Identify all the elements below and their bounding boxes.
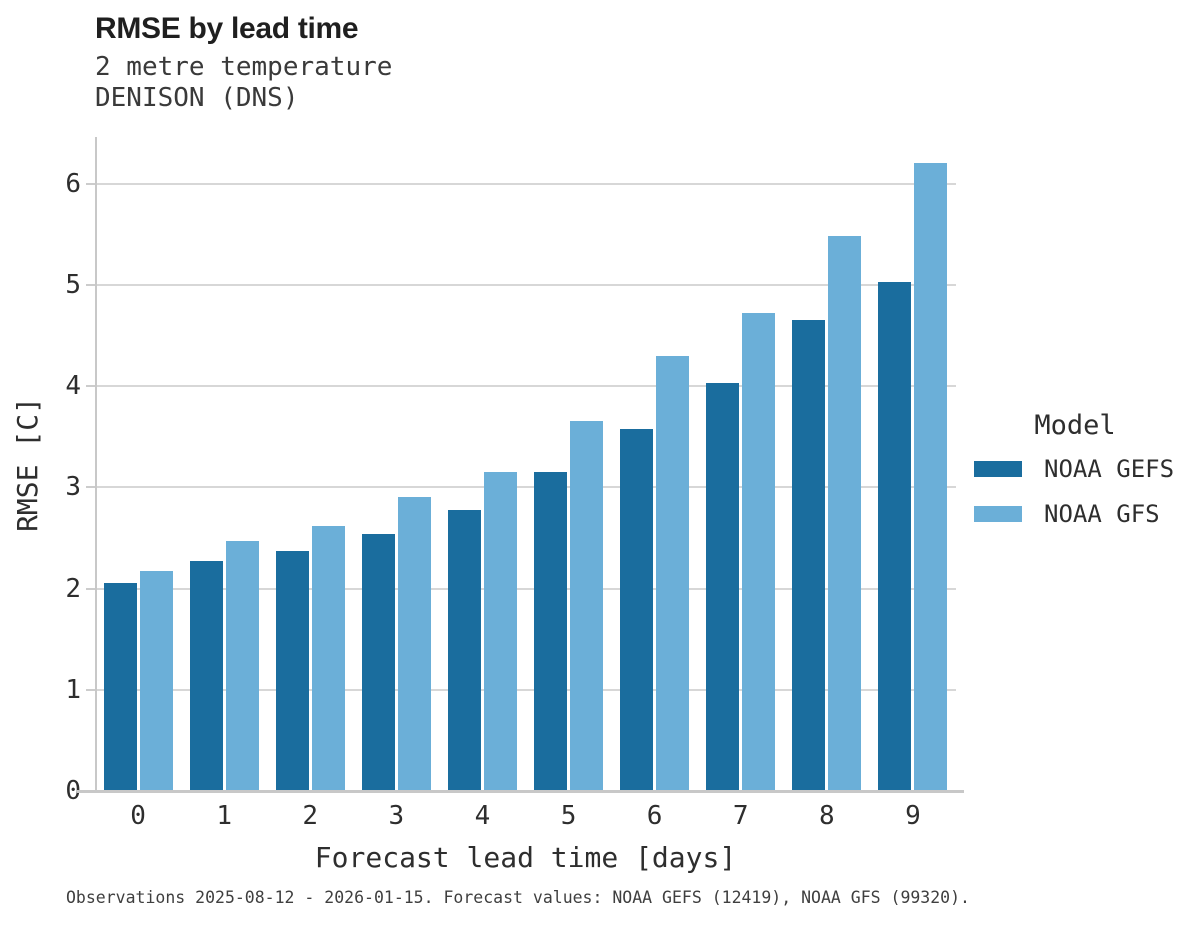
bar-group-0 xyxy=(95,137,181,791)
x-tick-label-1: 1 xyxy=(216,801,232,831)
bar-noaa-gefs-lead-7 xyxy=(706,383,740,791)
legend-swatch-noaa-gfs xyxy=(974,506,1022,522)
bar-noaa-gfs-lead-6 xyxy=(656,355,690,791)
legend-item-noaa-gefs: NOAA GEFS xyxy=(974,455,1176,483)
legend-item-noaa-gfs: NOAA GFS xyxy=(974,500,1176,528)
bar-noaa-gefs-lead-0 xyxy=(103,583,137,791)
x-tick-label-0: 0 xyxy=(130,801,146,831)
chart-title: RMSE by lead time xyxy=(95,12,359,45)
bar-noaa-gefs-lead-1 xyxy=(189,561,223,791)
x-tick-label-9: 9 xyxy=(905,801,921,831)
x-tick-label-3: 3 xyxy=(388,801,405,831)
y-tick-label-4: 4 xyxy=(65,371,81,402)
bar-group-2 xyxy=(267,137,353,791)
bar-noaa-gfs-lead-1 xyxy=(225,540,259,791)
legend-label-noaa-gefs: NOAA GEFS xyxy=(1044,455,1175,483)
bar-noaa-gefs-lead-9 xyxy=(878,281,912,791)
chart-header: RMSE by lead time 2 metre temperature DE… xyxy=(95,12,392,114)
bar-noaa-gefs-lead-4 xyxy=(447,509,481,791)
y-tick-mark-1 xyxy=(86,688,95,691)
legend-items: NOAA GEFS NOAA GFS xyxy=(974,455,1176,528)
x-tick-label-5: 5 xyxy=(560,801,577,831)
y-axis-spine xyxy=(95,137,97,793)
x-tick-label-4: 4 xyxy=(474,801,491,831)
x-tick-label-6: 6 xyxy=(646,801,663,831)
bar-noaa-gfs-lead-4 xyxy=(483,472,517,791)
gridline-y-4 xyxy=(95,385,956,388)
y-tick-label-3: 3 xyxy=(65,472,81,503)
y-axis-tick-labels: 0 1 2 3 4 5 6 xyxy=(35,137,81,806)
bar-group-6 xyxy=(612,137,698,791)
bar-noaa-gefs-lead-6 xyxy=(620,428,654,791)
bar-noaa-gfs-lead-0 xyxy=(139,571,173,791)
bar-group-3 xyxy=(353,137,439,791)
bar-group-4 xyxy=(439,137,525,791)
y-tick-mark-3 xyxy=(86,486,95,489)
y-tick-label-5: 5 xyxy=(65,269,81,300)
x-axis-title: Forecast lead time [days] xyxy=(314,841,737,874)
bar-group-7 xyxy=(698,137,784,791)
y-tick-mark-2 xyxy=(86,587,95,590)
bar-noaa-gfs-lead-2 xyxy=(311,525,345,791)
y-tick-label-0: 0 xyxy=(65,776,81,806)
y-tick-label-6: 6 xyxy=(65,168,81,199)
x-axis-line xyxy=(77,790,964,793)
bar-noaa-gefs-lead-8 xyxy=(792,320,826,791)
gridline-y-1 xyxy=(95,688,956,691)
bar-group-5 xyxy=(525,137,611,791)
bar-noaa-gfs-lead-8 xyxy=(828,236,862,791)
legend-label-noaa-gfs: NOAA GFS xyxy=(1044,500,1160,528)
bar-group-9 xyxy=(870,137,956,791)
footer-caption: Observations 2025-08-12 - 2026-01-15. Fo… xyxy=(66,888,970,907)
x-axis-tick-labels: 0 1 2 3 4 5 6 7 8 9 xyxy=(95,801,956,831)
gridline-y-3 xyxy=(95,486,956,489)
gridline-y-6 xyxy=(95,182,956,185)
chart-subtitle: 2 metre temperature DENISON (DNS) xyxy=(95,52,392,114)
bar-series-container xyxy=(95,137,956,791)
bar-noaa-gfs-lead-9 xyxy=(914,163,948,791)
x-tick-label-8: 8 xyxy=(818,801,835,831)
y-tick-label-1: 1 xyxy=(65,674,81,705)
y-tick-label-2: 2 xyxy=(65,573,81,604)
x-tick-label-7: 7 xyxy=(732,801,749,831)
chart-subtitle-variable: 2 metre temperature xyxy=(95,52,393,82)
gridline-y-2 xyxy=(95,587,956,590)
bar-group-1 xyxy=(181,137,267,791)
y-tick-mark-5 xyxy=(86,283,95,286)
y-tick-mark-6 xyxy=(86,182,95,185)
chart-subtitle-station: DENISON (DNS) xyxy=(95,83,299,113)
legend: Model NOAA GEFS NOAA GFS xyxy=(974,410,1176,545)
bar-noaa-gfs-lead-5 xyxy=(570,421,604,791)
y-tick-mark-4 xyxy=(86,385,95,388)
x-tick-label-2: 2 xyxy=(302,801,319,831)
gridline-y-5 xyxy=(95,283,956,286)
bar-noaa-gfs-lead-7 xyxy=(742,313,776,791)
legend-swatch-noaa-gefs xyxy=(974,461,1022,477)
bar-noaa-gefs-lead-3 xyxy=(361,533,395,791)
bar-noaa-gefs-lead-5 xyxy=(534,472,568,791)
bar-noaa-gfs-lead-3 xyxy=(397,497,431,791)
bar-noaa-gefs-lead-2 xyxy=(275,551,309,791)
legend-title: Model xyxy=(1034,410,1116,441)
bar-group-8 xyxy=(784,137,870,791)
